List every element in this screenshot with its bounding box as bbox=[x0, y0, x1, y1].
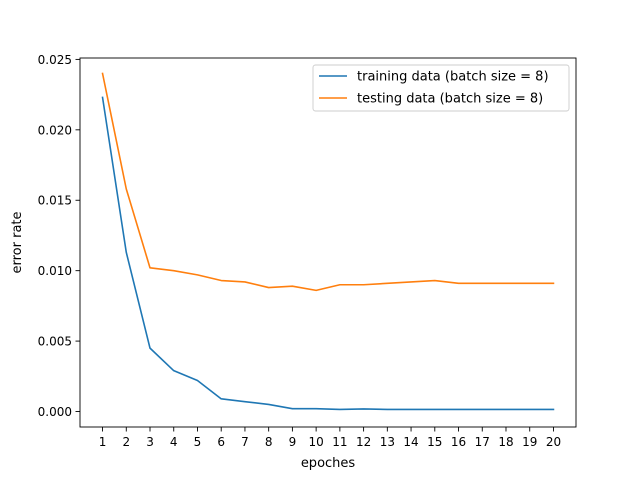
x-tick-label: 14 bbox=[403, 435, 418, 449]
series-line-1 bbox=[101, 96, 555, 411]
x-tick-label: 4 bbox=[170, 435, 178, 449]
plot-area: 1 2 3 4 5 6 7 8 9 10 11 12 13 14 15 16 17 18 19 200.0000.00… bbox=[38, 53, 577, 449]
y-axis-label: error rate bbox=[10, 211, 25, 273]
x-tick-label: 1 bbox=[99, 435, 107, 449]
x-tick-label: 6 bbox=[217, 435, 225, 449]
x-tick-label: 11 bbox=[332, 435, 347, 449]
x-tick-label: 17 bbox=[475, 435, 490, 449]
x-tick-label: 18 bbox=[498, 435, 513, 449]
y-tick-label: 0.025 bbox=[38, 53, 72, 67]
x-tick-label: 3 bbox=[146, 435, 154, 449]
x-tick-label: 10 bbox=[308, 435, 323, 449]
series-line-2 bbox=[101, 72, 555, 292]
y-tick-label: 0.000 bbox=[38, 405, 72, 419]
x-tick-label: 19 bbox=[522, 435, 537, 449]
x-tick-label: 16 bbox=[451, 435, 466, 449]
x-tick-label: 7 bbox=[241, 435, 249, 449]
legend-label-2: testing data (batch size = 8) bbox=[357, 92, 543, 107]
y-tick-label: 0.005 bbox=[38, 335, 72, 349]
x-tick-label: 13 bbox=[380, 435, 395, 449]
axes-frame bbox=[79, 57, 577, 428]
x-tick-label: 12 bbox=[356, 435, 371, 449]
x-tick-label: 9 bbox=[289, 435, 297, 449]
x-tick-label: 5 bbox=[194, 435, 202, 449]
x-tick-label: 15 bbox=[427, 435, 442, 449]
legend-box bbox=[312, 64, 570, 112]
x-tick-label: 2 bbox=[122, 435, 130, 449]
x-axis-label: epoches bbox=[301, 456, 356, 471]
y-tick-label: 0.015 bbox=[38, 194, 72, 208]
legend-label-1: training data (batch size = 8) bbox=[357, 70, 549, 85]
x-tick-label: 20 bbox=[546, 435, 561, 449]
y-tick-label: 0.010 bbox=[38, 264, 72, 278]
y-tick-label: 0.020 bbox=[38, 123, 72, 137]
x-tick-label: 8 bbox=[265, 435, 273, 449]
